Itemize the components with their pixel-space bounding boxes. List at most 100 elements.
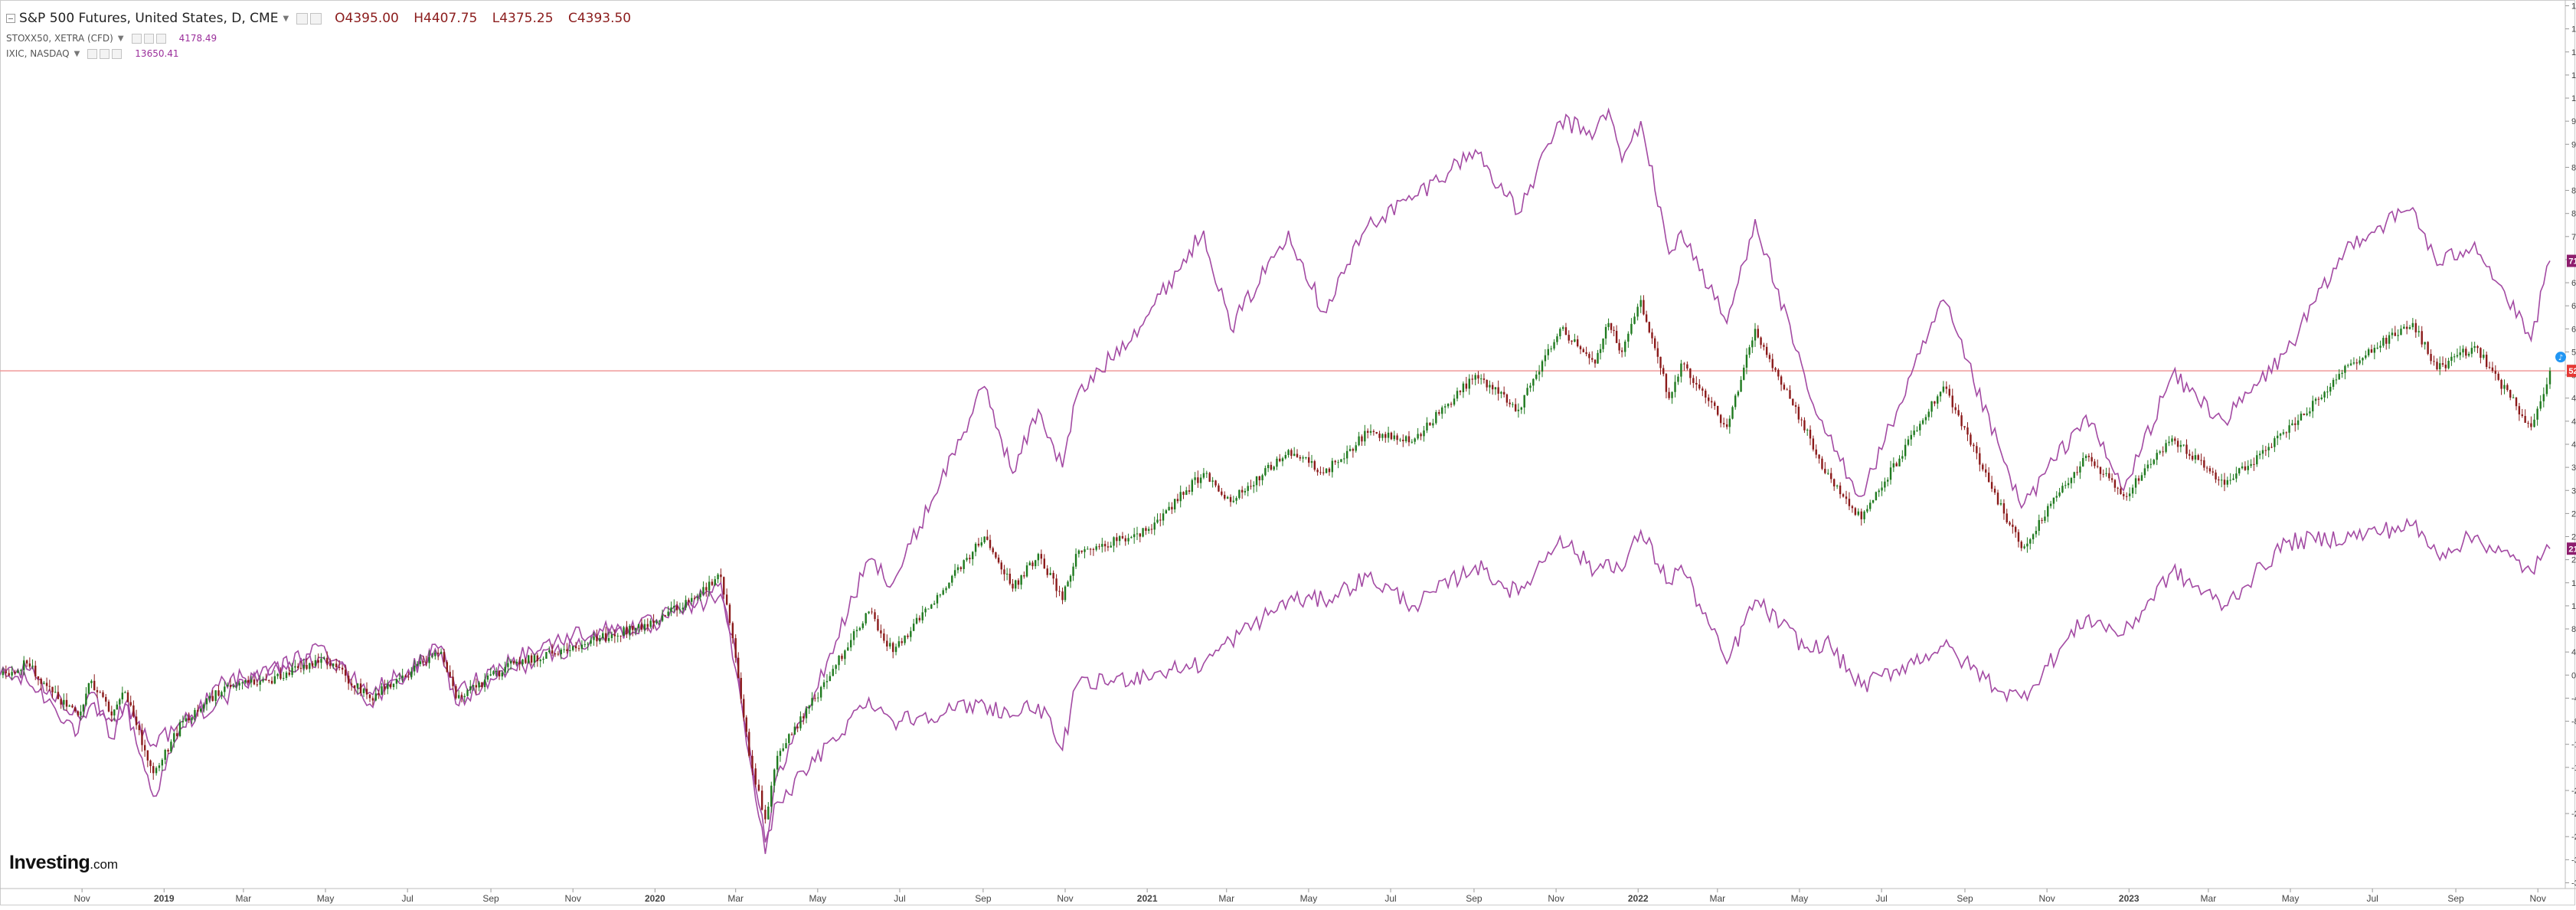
candle-body xyxy=(2215,472,2217,480)
y-tick-label: 8.00% xyxy=(2571,625,2576,634)
candle-body xyxy=(714,579,716,585)
candle-body xyxy=(1559,329,1561,337)
candle-body xyxy=(135,716,138,725)
candle-body xyxy=(1705,391,1707,398)
candle-body xyxy=(2303,413,2305,415)
candle-body xyxy=(1299,457,1301,459)
candle-body xyxy=(889,643,891,647)
candle-body xyxy=(1857,511,1860,516)
candle-body xyxy=(1568,335,1570,341)
candle-body xyxy=(2012,524,2014,527)
settings-icon[interactable] xyxy=(310,12,322,25)
candle-body xyxy=(530,655,533,663)
candle-body xyxy=(1369,430,1372,433)
candle-body xyxy=(1089,548,1092,550)
candle-body xyxy=(1077,550,1080,555)
chevron-down-icon[interactable]: ▼ xyxy=(117,34,124,43)
candle-body xyxy=(178,722,181,737)
legend-compare-stoxx[interactable]: STOXX50, XETRA (CFD) ▼ 4178.49 xyxy=(6,31,642,46)
visibility-toggle-icon[interactable] xyxy=(131,33,142,44)
settings-icon[interactable] xyxy=(100,48,110,59)
settings-icon[interactable] xyxy=(143,33,154,44)
candle-body xyxy=(805,708,808,719)
candle-body xyxy=(1247,486,1249,491)
candle-body xyxy=(1118,535,1121,542)
candle-body xyxy=(1509,402,1511,404)
y-tick-label: 112.00% xyxy=(2571,25,2576,34)
candle-body xyxy=(244,679,247,683)
candle-body xyxy=(2140,475,2143,481)
candle-body xyxy=(1159,519,1162,521)
candle-body xyxy=(1017,580,1020,585)
candle-body xyxy=(323,657,325,660)
candle-body xyxy=(2294,423,2296,425)
candle-body xyxy=(288,672,290,676)
candle-body xyxy=(1535,374,1538,379)
candle-body xyxy=(2329,386,2332,392)
candle-body xyxy=(2232,478,2234,480)
candle-body xyxy=(1284,455,1286,459)
candle-body xyxy=(2253,463,2255,465)
logo-suffix: .com xyxy=(90,857,119,872)
candle-body xyxy=(2134,478,2137,488)
last-value-badge xyxy=(2567,365,2576,378)
chevron-down-icon[interactable]: ▼ xyxy=(74,49,80,58)
candle-body xyxy=(685,600,687,608)
candle-body xyxy=(431,656,433,657)
candle-body xyxy=(51,686,54,692)
candle-body xyxy=(1176,499,1179,502)
candle-body xyxy=(892,643,894,653)
candle-body xyxy=(1414,438,1416,442)
legend-compare-ixic[interactable]: IXIC, NASDAQ ▼ 13650.41 xyxy=(6,46,642,61)
x-tick-label: May xyxy=(317,893,335,904)
candle-body xyxy=(2403,326,2405,329)
candle-body xyxy=(1142,528,1144,537)
candle-body xyxy=(449,672,451,677)
candle-body xyxy=(915,617,918,624)
candle-body xyxy=(1468,378,1470,389)
candle-body xyxy=(1267,464,1270,469)
y-tick-label: 40.00% xyxy=(2571,440,2576,450)
chevron-down-icon[interactable]: ▼ xyxy=(283,14,289,23)
candle-body xyxy=(2212,471,2214,473)
remove-series-icon[interactable] xyxy=(155,33,166,44)
x-tick-label: Nov xyxy=(74,893,90,904)
candle-body xyxy=(1479,378,1483,380)
candle-body xyxy=(2317,398,2320,400)
candle-body xyxy=(138,725,140,731)
candlestick-series xyxy=(2,295,2551,824)
candle-body xyxy=(2506,385,2509,391)
candle-body xyxy=(793,726,796,735)
x-tick-label: Mar xyxy=(2201,893,2217,904)
candle-body xyxy=(1860,511,1862,519)
candle-body xyxy=(37,676,40,679)
candle-body xyxy=(34,665,37,677)
candle-body xyxy=(283,678,285,679)
x-tick-label: Jul xyxy=(2366,893,2378,904)
collapse-legend-icon[interactable] xyxy=(6,14,15,23)
legend-main-series[interactable]: S&P 500 Futures, United States, D, CME ▼… xyxy=(6,6,642,31)
remove-series-icon[interactable] xyxy=(112,48,123,59)
candle-body xyxy=(28,663,31,667)
candle-body xyxy=(2274,438,2276,447)
candle-body xyxy=(745,717,747,732)
candle-body xyxy=(472,685,475,687)
candle-body xyxy=(17,670,19,673)
visibility-toggle-icon[interactable] xyxy=(87,48,98,59)
candle-body xyxy=(2113,480,2117,488)
candle-body xyxy=(2250,463,2252,466)
candle-body xyxy=(1907,439,1910,445)
candle-body xyxy=(2044,516,2046,521)
candle-body xyxy=(2006,513,2008,522)
candle-body xyxy=(57,692,60,699)
candle-body xyxy=(2017,532,2020,542)
candle-body xyxy=(1942,386,1945,392)
candle-body xyxy=(90,680,93,683)
candle-body xyxy=(865,613,867,624)
visibility-toggle-icon[interactable] xyxy=(296,12,309,25)
candle-body xyxy=(387,684,389,689)
candle-body xyxy=(1976,446,1978,453)
